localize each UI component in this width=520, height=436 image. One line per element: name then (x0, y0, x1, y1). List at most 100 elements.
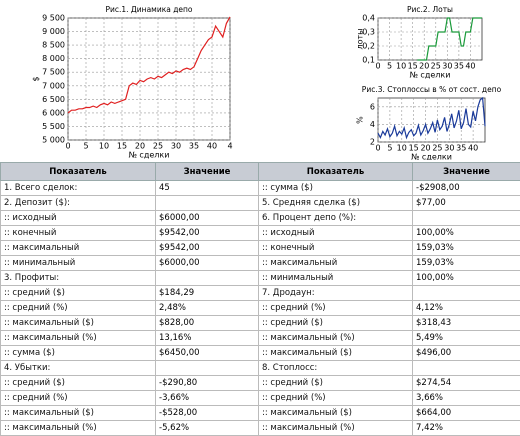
y-tick-label: 0,4 (362, 14, 375, 23)
value-cell: 45 (156, 181, 259, 196)
label-cell: 7. Дродаун: (259, 286, 413, 301)
x-tick-label: 25 (432, 144, 442, 153)
y-tick-label: 4 (370, 120, 375, 129)
x-tick-label: 20 (135, 142, 145, 151)
label-cell: :: максимальный (%) (1, 331, 156, 346)
x-tick-label: 5 (387, 144, 392, 153)
label-cell: :: средний ($) (259, 316, 413, 331)
y-tick-label: 5 000 (42, 136, 65, 145)
x-tick-label: 0 (375, 144, 380, 153)
y-tick-label: 5 500 (42, 122, 65, 131)
label-cell: :: исходный (1, 211, 156, 226)
x-tick-label: 30 (171, 142, 181, 151)
y-tick-label: 6 (370, 102, 375, 111)
x-axis-label: № сделки (129, 151, 170, 160)
y-tick-label: 8 000 (42, 54, 65, 63)
value-cell (413, 211, 520, 226)
x-tick-label: 40 (207, 142, 217, 151)
x-tick-label: 15 (117, 142, 127, 151)
value-cell: 2,48% (156, 301, 259, 316)
value-cell: 100,00% (413, 226, 520, 241)
x-axis-label: № сделки (411, 153, 452, 161)
label-cell: :: средний ($) (1, 376, 156, 391)
table-row: :: сумма ($)$6450,00:: максимальный ($)$… (1, 346, 520, 361)
label-cell: :: сумма ($) (1, 346, 156, 361)
x-tick-label: 5 (83, 142, 88, 151)
value-cell: 4,12% (413, 301, 520, 316)
label-cell: :: средний (%) (259, 391, 413, 406)
value-cell (156, 271, 259, 286)
label-cell: 3. Профиты: (1, 271, 156, 286)
plot-area (68, 18, 230, 140)
label-cell: :: минимальный (259, 271, 413, 286)
label-cell: :: минимальный (1, 256, 156, 271)
label-cell: :: средний ($) (1, 286, 156, 301)
label-cell: :: максимальный (%) (259, 331, 413, 346)
value-cell: $6000,00 (156, 211, 259, 226)
value-cell: $184,29 (156, 286, 259, 301)
label-cell: :: средний (%) (259, 301, 413, 316)
x-tick-label: 15 (409, 144, 419, 153)
value-cell: $6450,00 (156, 346, 259, 361)
plot-area (378, 18, 482, 60)
y-tick-label: 9 000 (42, 27, 65, 36)
value-cell: 3,66% (413, 391, 520, 406)
value-cell: -5,62% (156, 421, 259, 436)
x-tick-label: 35 (189, 142, 199, 151)
y-tick-label: 2 (370, 138, 375, 147)
y-tick-label: 8 500 (42, 41, 65, 50)
y-tick-label: 7 000 (42, 81, 65, 90)
table-row: :: средний (%)2,48%:: средний (%)4,12% (1, 301, 520, 316)
label-cell: 2. Депозит ($): (1, 196, 156, 211)
x-tick-label: 20 (420, 144, 430, 153)
table-row: :: максимальный (%)13,16%:: максимальный… (1, 331, 520, 346)
label-cell: :: максимальный ($) (259, 406, 413, 421)
value-cell (156, 196, 259, 211)
chart-title: Рис.2. Лоты (407, 5, 453, 14)
table-row: :: максимальный (%)-5,62%:: максимальный… (1, 421, 520, 436)
value-cell: $496,00 (413, 346, 520, 361)
label-cell: :: максимальный (259, 256, 413, 271)
label-cell: :: конечный (259, 241, 413, 256)
table-row: :: максимальный ($)$828,00:: средний ($)… (1, 316, 520, 331)
plot-area (378, 98, 485, 142)
x-tick-label: 25 (153, 142, 163, 151)
value-cell: $664,00 (413, 406, 520, 421)
value-cell: $77,00 (413, 196, 520, 211)
label-cell: :: максимальный ($) (1, 406, 156, 421)
table-row: :: средний (%)-3,66%:: средний (%)3,66% (1, 391, 520, 406)
x-tick-label: 30 (444, 144, 454, 153)
y-tick-label: 9 500 (42, 14, 65, 23)
value-cell: $828,00 (156, 316, 259, 331)
x-tick-label: 40 (468, 144, 478, 153)
value-cell (413, 286, 520, 301)
chart-title: Рис.3. Стоплоссы в % от сост. депо (362, 85, 502, 94)
y-tick-label: 7 500 (42, 68, 65, 77)
column-header: Показатель (259, 163, 413, 181)
y-axis-label: лоты (356, 29, 365, 50)
table-row: :: максимальный ($)-$528,00:: максимальн… (1, 406, 520, 421)
label-cell: :: максимальный (%) (259, 421, 413, 436)
table-row: 2. Депозит ($):5. Средняя сделка ($)$77,… (1, 196, 520, 211)
x-tick-label: 35 (456, 144, 466, 153)
value-cell: 5,49% (413, 331, 520, 346)
x-tick-label: 5 (387, 62, 392, 71)
table-row: 1. Всего сделок:45:: сумма ($)-$2908,00 (1, 181, 520, 196)
label-cell: 4. Убытки: (1, 361, 156, 376)
x-tick-label: 10 (396, 62, 406, 71)
x-tick-label: 15 (408, 62, 418, 71)
x-tick-label: 0 (375, 62, 380, 71)
x-tick-label: 4 (227, 142, 232, 151)
x-tick-label: 10 (397, 144, 407, 153)
value-cell: 13,16% (156, 331, 259, 346)
value-cell: -$528,00 (156, 406, 259, 421)
y-axis-label: $ (32, 76, 41, 81)
value-cell (156, 361, 259, 376)
x-tick-label: 40 (465, 62, 475, 71)
